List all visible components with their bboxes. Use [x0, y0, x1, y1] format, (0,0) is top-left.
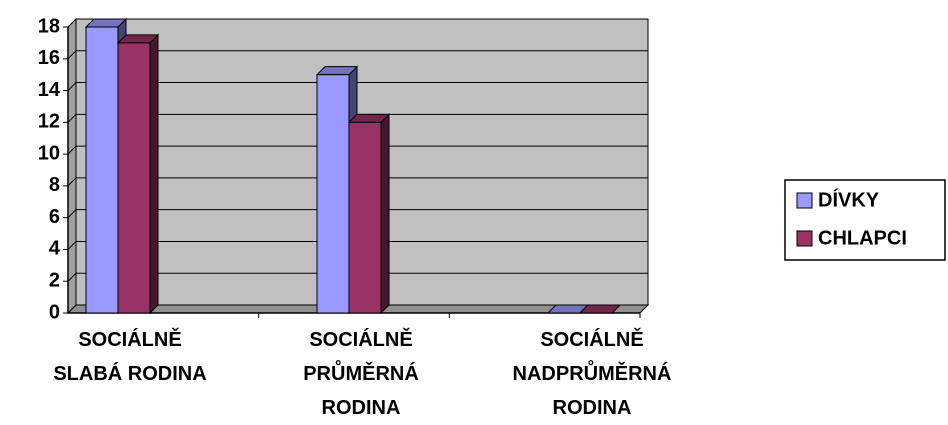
legend: DÍVKY CHLAPCI — [784, 179, 946, 261]
y-tick-label: 0 — [49, 301, 60, 323]
y-tick-label: 10 — [38, 142, 60, 164]
y-tick-label: 18 — [38, 15, 60, 37]
grid-line — [67, 240, 648, 250]
grid-line — [67, 18, 648, 28]
legend-label: CHLAPCI — [818, 227, 907, 249]
side-wall — [67, 17, 77, 315]
y-tick-label: 6 — [49, 206, 60, 228]
y-tick-label: 16 — [38, 47, 60, 69]
bar — [85, 26, 119, 314]
y-tick-label: 14 — [38, 79, 61, 101]
legend-swatch — [796, 192, 813, 209]
legend-label: DÍVKY — [818, 188, 880, 211]
legend-swatch — [796, 230, 813, 247]
grid-line — [67, 272, 648, 282]
bar — [117, 42, 151, 314]
grid-line — [67, 304, 648, 314]
y-tick-label: 2 — [49, 270, 60, 292]
grid-line — [67, 82, 648, 91]
y-tick-label: 12 — [38, 111, 60, 133]
bar-side — [380, 113, 390, 315]
grid-line — [67, 113, 648, 123]
x-tick-label: SOCIÁLNĚ PRŮMĚRNÁ RODINA — [303, 327, 419, 419]
grid-line — [67, 177, 648, 187]
grid-line — [67, 50, 648, 60]
bar-side — [149, 33, 159, 315]
grid-line — [67, 145, 648, 155]
bar — [316, 74, 350, 314]
y-tick-label: 4 — [49, 238, 61, 260]
grid-line — [67, 209, 648, 219]
y-tick-label: 8 — [49, 174, 60, 196]
bar-top — [578, 304, 622, 314]
x-tick-label: SOCIÁLNĚ NADPRŮMĚRNÁ RODINA — [513, 327, 672, 419]
bar — [348, 121, 382, 314]
x-tick-label: SOCIÁLNĚ SLABÁ RODINA — [53, 327, 206, 385]
